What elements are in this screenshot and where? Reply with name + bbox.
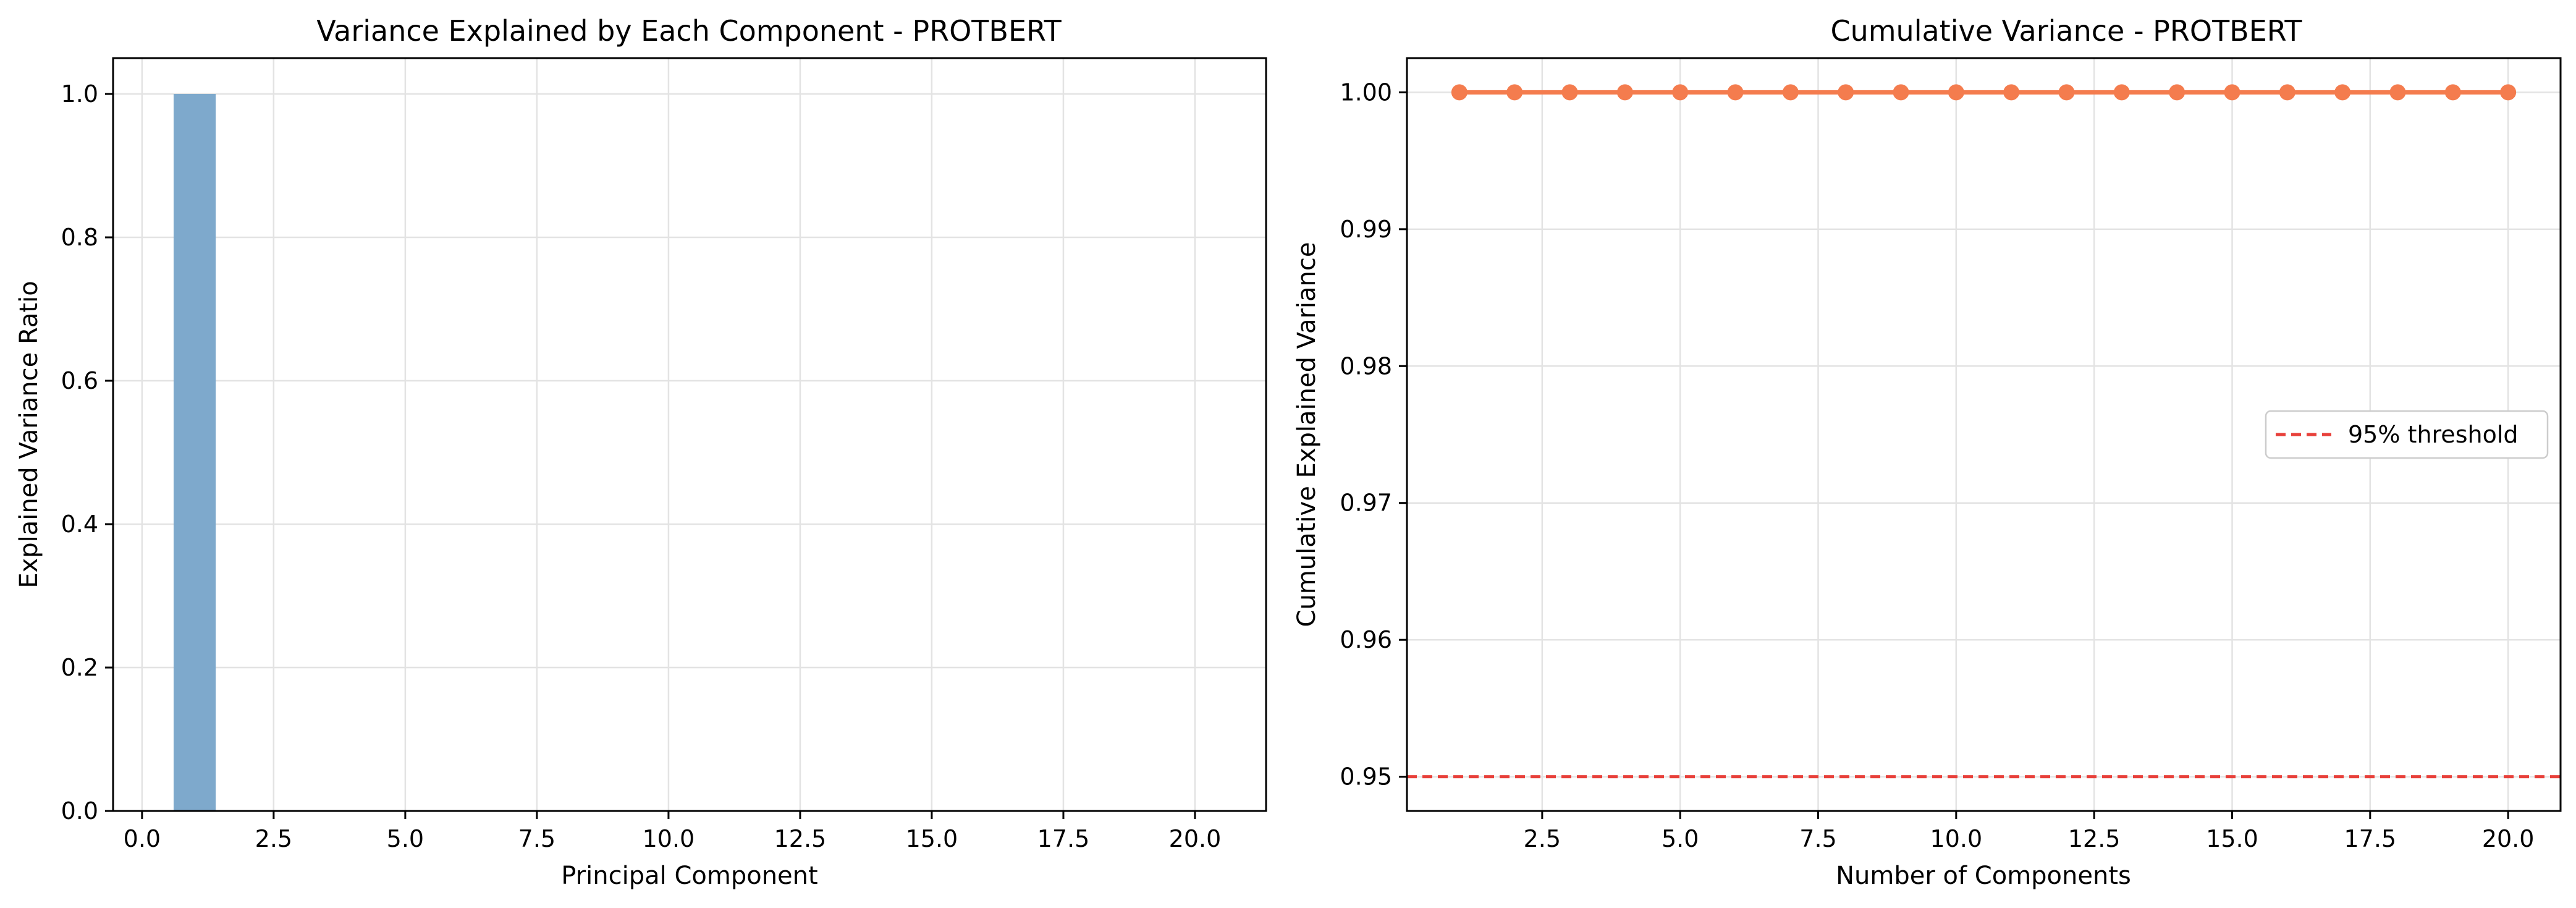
- series-point: [1561, 84, 1578, 101]
- bar-chart-y-ticks: 0.0 0.2 0.4 0.6 0.8 1.0: [61, 80, 113, 825]
- line-chart-y-ticks: 0.95 0.96 0.97 0.98 0.99 1.00: [1340, 78, 1407, 791]
- x-tick-label: 15.0: [906, 825, 958, 852]
- y-tick-label: 0.99: [1340, 216, 1392, 243]
- x-tick-label: 2.5: [1524, 825, 1561, 852]
- x-tick-label: 7.5: [518, 825, 555, 852]
- y-tick-label: 0.95: [1340, 763, 1392, 791]
- x-tick-label: 17.5: [1037, 825, 1090, 852]
- bar-chart-x-ticks: 0.0 2.5 5.0 7.5 10.0 12.5 15.0 17.5 20.0: [124, 811, 1222, 852]
- series-point: [2169, 84, 2185, 101]
- line-chart-y-axis-label: Cumulative Explained Variance: [1293, 242, 1321, 627]
- line-chart-panel: Cumulative Variance - PROTBERT 2.5 5.0 7.5…: [1293, 14, 2562, 890]
- line-chart-title: Cumulative Variance - PROTBERT: [1830, 14, 2302, 48]
- series-point: [2224, 84, 2240, 101]
- x-tick-label: 12.5: [774, 825, 827, 852]
- x-tick-label: 20.0: [1169, 825, 1222, 852]
- y-tick-label: 0.96: [1340, 626, 1392, 653]
- y-tick-label: 0.97: [1340, 490, 1392, 517]
- legend-label-threshold: 95% threshold: [2348, 421, 2519, 448]
- series-point: [2389, 84, 2406, 101]
- line-chart-x-ticks: 2.5 5.0 7.5 10.0 12.5 15.0 17.5 20.0: [1524, 811, 2535, 852]
- series-point: [1782, 84, 1799, 101]
- series-point: [1893, 84, 1909, 101]
- bar-chart-panel: Variance Explained by Each Component - P…: [15, 14, 1267, 890]
- x-tick-label: 10.0: [643, 825, 695, 852]
- series-point: [1616, 84, 1633, 101]
- series-point: [1451, 84, 1467, 101]
- line-chart-series: [1451, 84, 2517, 101]
- bar-chart-y-axis-label: Explained Variance Ratio: [15, 281, 43, 588]
- y-tick-label: 0.2: [61, 654, 98, 681]
- series-point: [1506, 84, 1523, 101]
- series-point: [2058, 84, 2075, 101]
- y-tick-label: 0.6: [61, 367, 98, 394]
- series-point: [2113, 84, 2130, 101]
- series-point: [1838, 84, 1854, 101]
- series-point: [1948, 84, 1964, 101]
- y-tick-label: 1.00: [1340, 78, 1392, 106]
- series-point: [1672, 84, 1689, 101]
- x-tick-label: 12.5: [2068, 825, 2121, 852]
- x-tick-label: 15.0: [2206, 825, 2258, 852]
- line-chart-x-axis-label: Number of Components: [1836, 862, 2131, 890]
- legend: 95% threshold: [2265, 410, 2549, 459]
- y-tick-label: 0.4: [61, 511, 98, 538]
- legend-box: [2265, 410, 2549, 459]
- series-point: [2279, 84, 2295, 101]
- x-tick-label: 2.5: [255, 825, 292, 852]
- bar-chart-frame: [112, 57, 1267, 812]
- bar-chart-grid: [113, 58, 1266, 812]
- series-point: [2500, 84, 2517, 101]
- line-chart-frame: [1406, 57, 2562, 812]
- x-tick-label: 0.0: [124, 825, 161, 852]
- x-tick-label: 7.5: [1799, 825, 1836, 852]
- series-point: [1727, 84, 1744, 101]
- series-point: [2444, 84, 2461, 101]
- x-tick-label: 20.0: [2482, 825, 2535, 852]
- series-point: [2003, 84, 2020, 101]
- x-tick-label: 5.0: [1662, 825, 1699, 852]
- y-tick-label: 0.0: [61, 797, 98, 825]
- y-tick-label: 1.0: [61, 80, 98, 108]
- bar-chart-bars: [173, 94, 216, 811]
- bar: [173, 94, 216, 811]
- y-tick-label: 0.98: [1340, 352, 1392, 380]
- y-tick-label: 0.8: [61, 224, 98, 251]
- x-tick-label: 10.0: [1930, 825, 1983, 852]
- x-tick-label: 5.0: [387, 825, 424, 852]
- x-tick-label: 17.5: [2344, 825, 2397, 852]
- bar-chart-title: Variance Explained by Each Component - P…: [316, 14, 1062, 48]
- bar-chart-x-axis-label: Principal Component: [561, 862, 817, 890]
- series-point: [2334, 84, 2351, 101]
